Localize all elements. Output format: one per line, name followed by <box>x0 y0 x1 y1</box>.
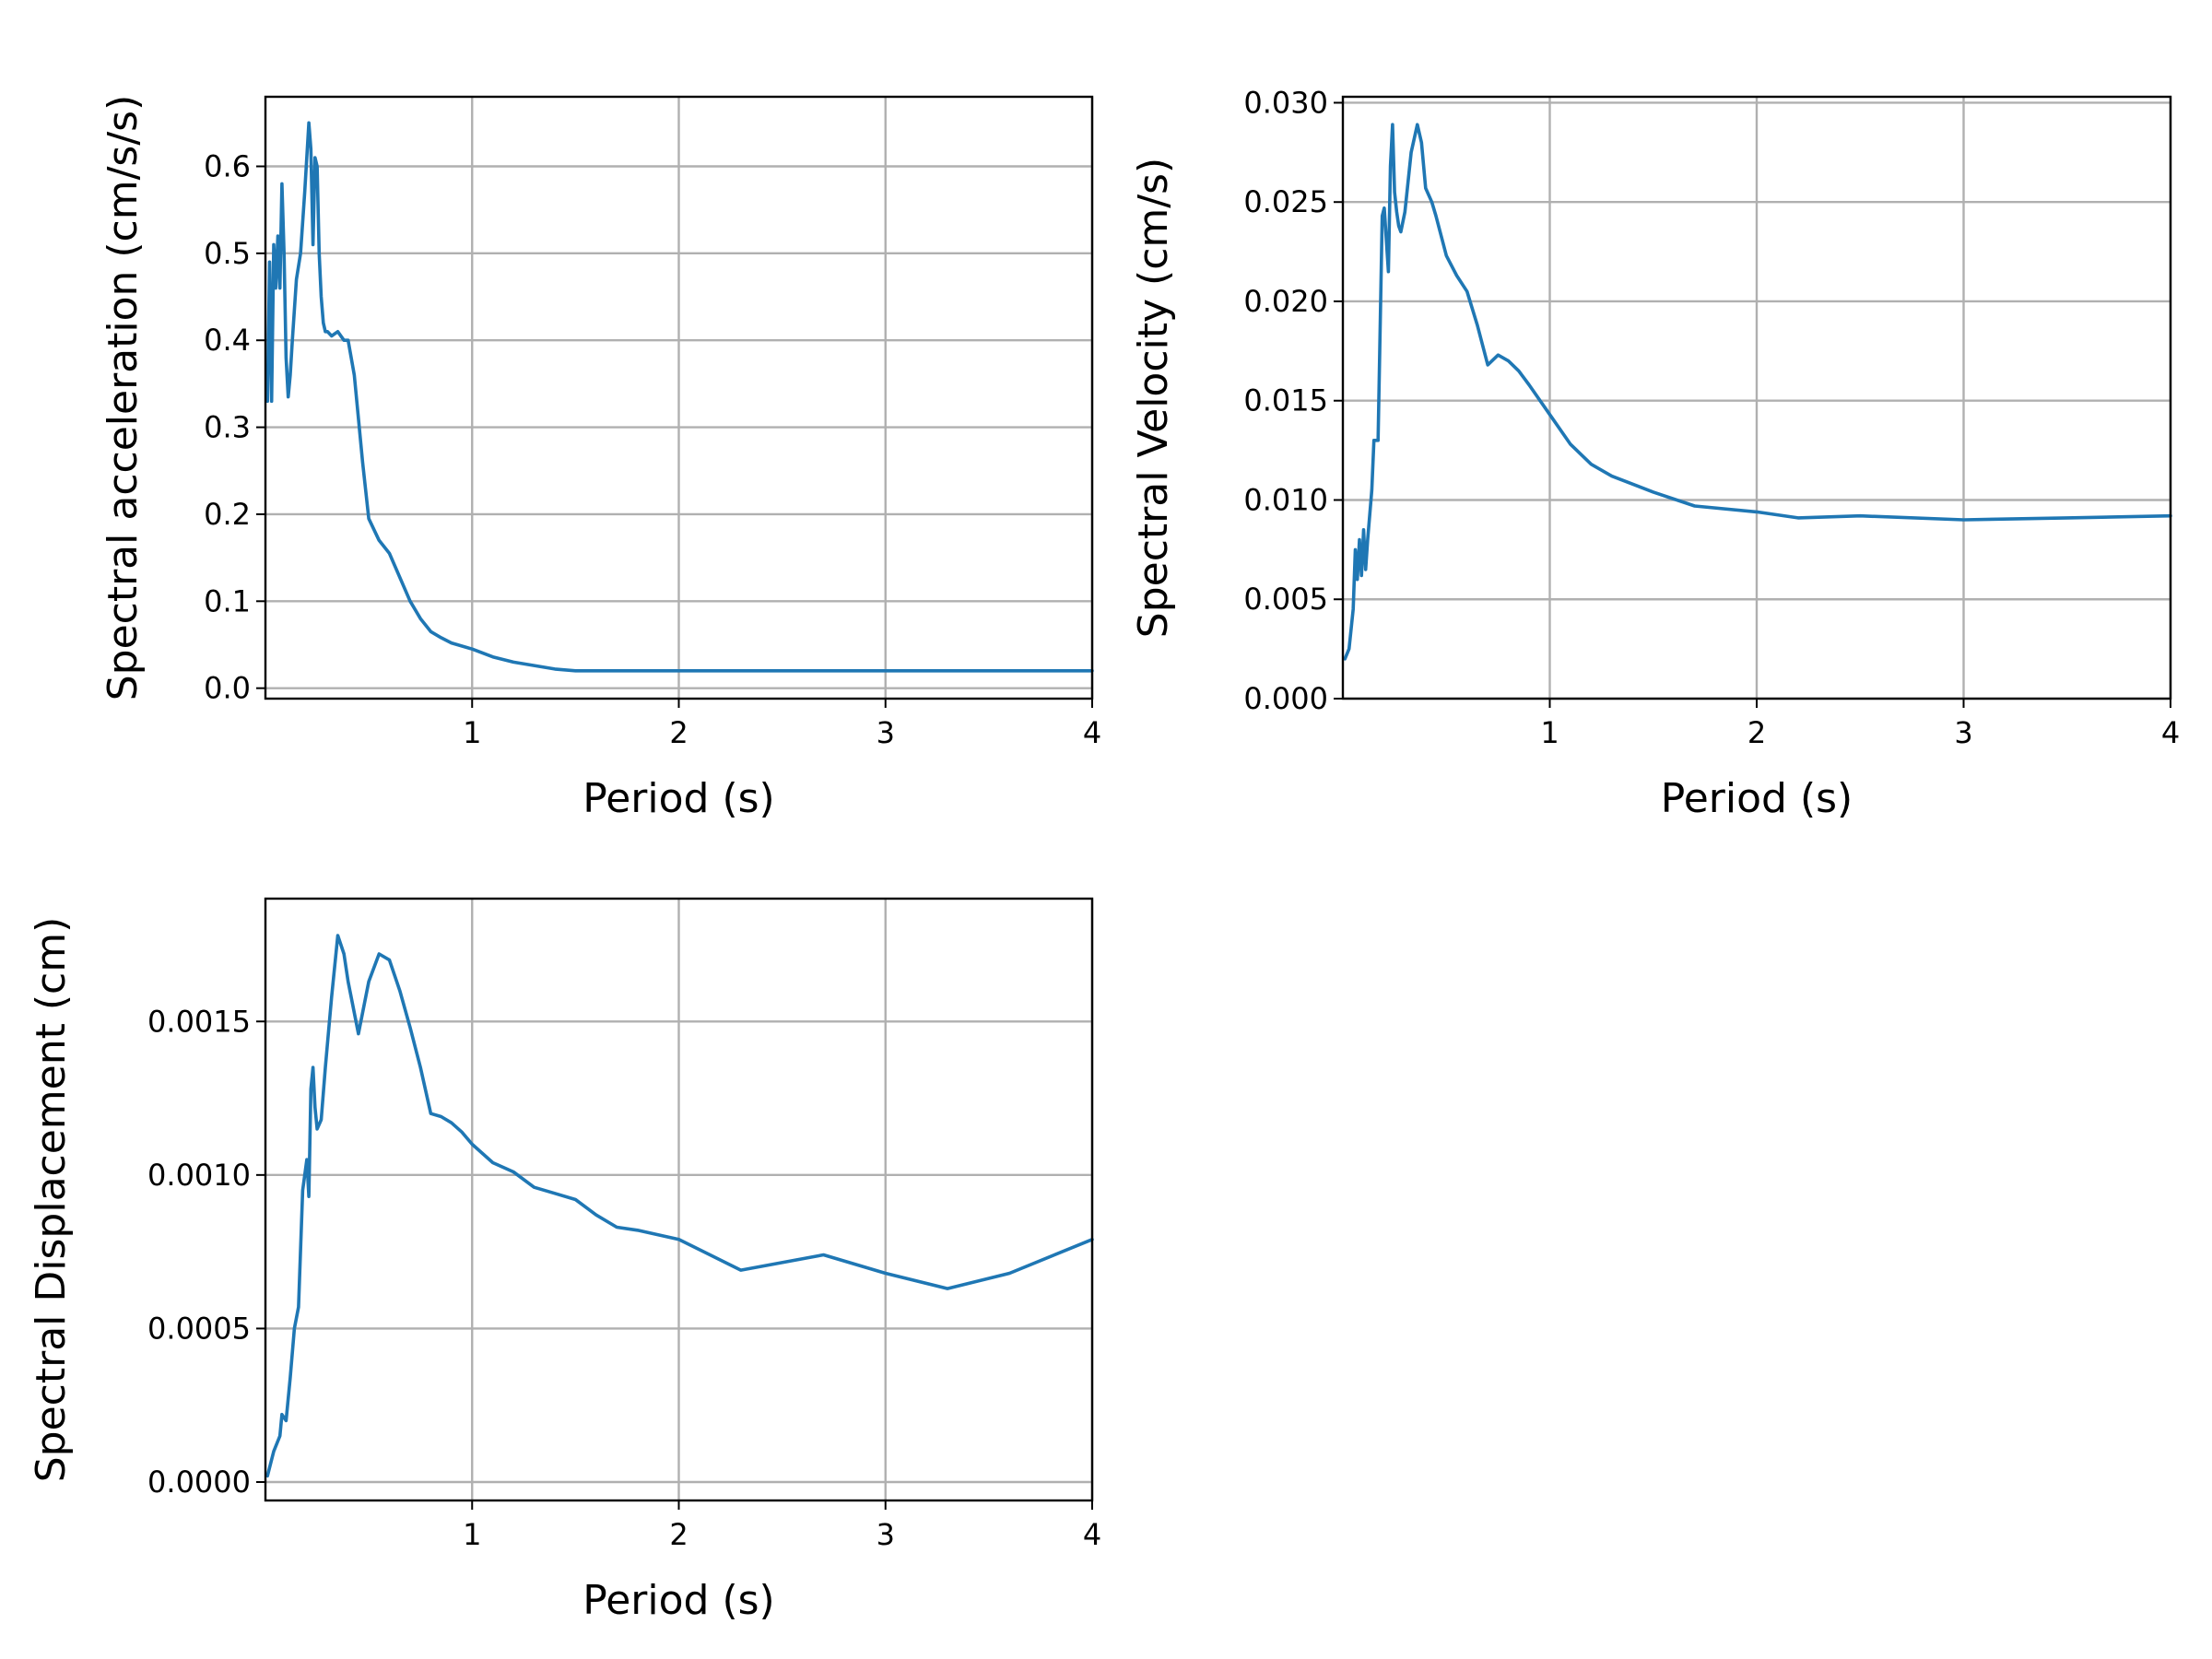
y-tick-label: 0.015 <box>1243 383 1328 418</box>
x-tick-label: 1 <box>463 1517 481 1552</box>
y-tick-label: 0.000 <box>1243 681 1328 716</box>
y-tick-label: 0.5 <box>204 236 251 271</box>
x-tick-label: 2 <box>1747 715 1766 750</box>
y-tick-label: 0.0000 <box>147 1465 251 1500</box>
series-line <box>265 121 1094 673</box>
x-tick-label: 1 <box>463 715 481 750</box>
chart-panel-3: 1 2 3 4 0.0000 0.0005 0.0010 0.0015 Period (s) Sp… <box>28 897 1101 1624</box>
x-tick-label: 3 <box>877 1517 895 1552</box>
y-tick-label: 0.6 <box>204 148 251 183</box>
x-axis-label: Period (s) <box>1661 775 1853 822</box>
series-line <box>1343 123 2172 661</box>
y-tick-label: 0.030 <box>1243 85 1328 120</box>
y-tick-label: 0.020 <box>1243 284 1328 319</box>
y-tick-label: 0.1 <box>204 583 251 618</box>
y-tick-label: 0.0015 <box>147 1004 251 1039</box>
chart-panel-2: 1 2 3 4 0.000 0.005 0.010 0.015 0.020 0.025 0.030 P… <box>1130 85 2180 822</box>
x-tick-label: 4 <box>1083 1517 1101 1552</box>
y-tick-label: 0.2 <box>204 497 251 532</box>
y-tick-label: 0.3 <box>204 410 251 445</box>
y-axis-label: Spectral acceleration (cm/s/s) <box>100 95 147 701</box>
x-tick-label: 3 <box>1954 715 1972 750</box>
x-axis-label: Period (s) <box>582 1577 774 1624</box>
x-tick-label: 3 <box>877 715 895 750</box>
y-axis-label: Spectral Displacement (cm) <box>28 917 75 1483</box>
y-tick-label: 0.4 <box>204 323 251 358</box>
y-tick-label: 0.0010 <box>147 1158 251 1193</box>
x-tick-label: 1 <box>1540 715 1559 750</box>
y-tick-label: 0.010 <box>1243 482 1328 517</box>
x-axis-label: Period (s) <box>582 775 774 822</box>
y-tick-label: 0.025 <box>1243 184 1328 219</box>
x-tick-label: 4 <box>1083 715 1101 750</box>
y-tick-label: 0.0005 <box>147 1311 251 1346</box>
chart-panel-1: 1 2 3 4 0.0 0.1 0.2 0.3 0.4 0.5 0.6 Period (s) Spect… <box>100 95 1101 822</box>
series-line <box>265 934 1094 1478</box>
x-tick-label: 2 <box>669 715 688 750</box>
y-axis-label: Spectral Velocity (cm/s) <box>1130 158 1177 638</box>
x-tick-label: 4 <box>2161 715 2180 750</box>
y-tick-label: 0.005 <box>1243 582 1328 617</box>
x-tick-label: 2 <box>669 1517 688 1552</box>
y-tick-label: 0.0 <box>204 671 251 706</box>
